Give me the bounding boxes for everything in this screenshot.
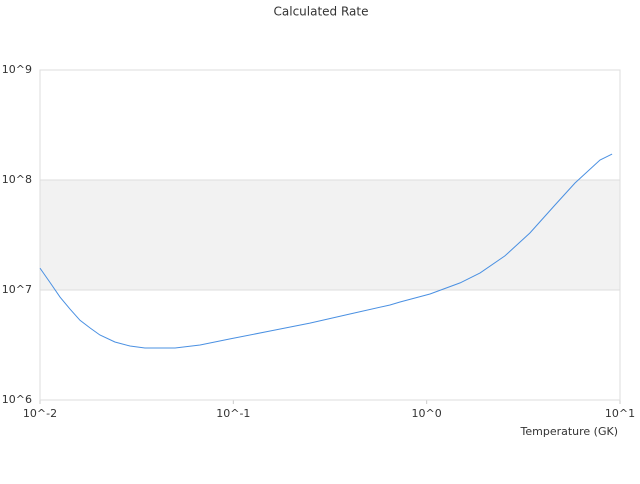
y-tick-label: 10^8 [2, 173, 32, 186]
x-tick-label: 10^-2 [23, 407, 57, 420]
grid-band [40, 180, 620, 290]
x-tick-label: 10^1 [605, 407, 635, 420]
plot-frame [39, 69, 621, 401]
chart-title: Calculated Rate [274, 5, 369, 19]
y-tick-label: 10^6 [2, 393, 32, 406]
x-tick-label: 10^-1 [216, 407, 250, 420]
line-series [39, 153, 613, 349]
y-tick-label: 10^7 [2, 283, 32, 296]
y-tick-label: 10^9 [2, 63, 32, 76]
x-tick-label: 10^0 [412, 407, 442, 420]
x-axis-label: Temperature (GK) [520, 425, 619, 438]
